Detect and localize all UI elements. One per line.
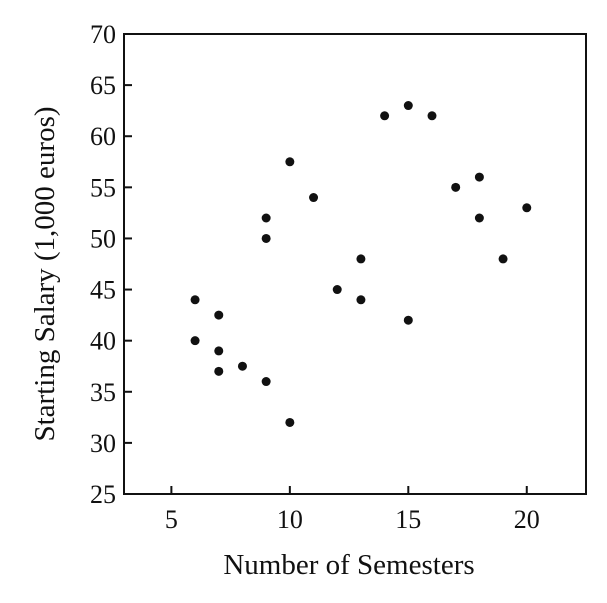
data-point	[190, 295, 200, 305]
data-points	[190, 101, 532, 427]
y-tick-label: 70	[90, 20, 116, 49]
data-point	[261, 377, 271, 387]
x-tick-label: 10	[277, 505, 303, 534]
data-point	[309, 193, 319, 203]
data-point	[214, 366, 224, 376]
x-tick-label: 20	[514, 505, 540, 534]
y-axis-label: Starting Salary (1,000 euros)	[29, 106, 61, 441]
data-point	[237, 361, 247, 371]
y-tick-label: 50	[90, 224, 116, 253]
y-tick-label: 60	[90, 122, 116, 151]
data-point	[451, 182, 461, 192]
x-tick-label: 5	[165, 505, 178, 534]
data-point	[214, 346, 224, 356]
data-point	[403, 315, 413, 325]
data-point	[214, 310, 224, 320]
data-point	[261, 233, 271, 243]
data-point	[403, 101, 413, 111]
y-tick-label: 35	[90, 378, 116, 407]
y-tick-label: 55	[90, 173, 116, 202]
y-tick-label: 65	[90, 71, 116, 100]
y-tick-label: 30	[90, 429, 116, 458]
data-point	[522, 203, 532, 213]
data-point	[498, 254, 508, 264]
data-point	[427, 111, 437, 121]
x-tick-label: 15	[395, 505, 421, 534]
y-tick-label: 25	[90, 480, 116, 509]
data-point	[356, 295, 366, 305]
data-point	[356, 254, 366, 264]
x-axis-label: Number of Semesters	[223, 549, 474, 581]
y-axis: 25 30 35 40 45 50 55 60 65 70	[90, 20, 132, 509]
data-point	[332, 285, 342, 295]
data-point	[380, 111, 390, 121]
data-point	[285, 417, 295, 427]
data-point	[474, 213, 484, 223]
data-point	[261, 213, 271, 223]
y-tick-label: 45	[90, 276, 116, 305]
data-point	[474, 172, 484, 182]
x-axis: 5 10 15 20	[165, 486, 540, 534]
data-point	[190, 336, 200, 346]
data-point	[285, 157, 295, 167]
y-tick-label: 40	[90, 327, 116, 356]
plot-frame	[123, 33, 587, 495]
